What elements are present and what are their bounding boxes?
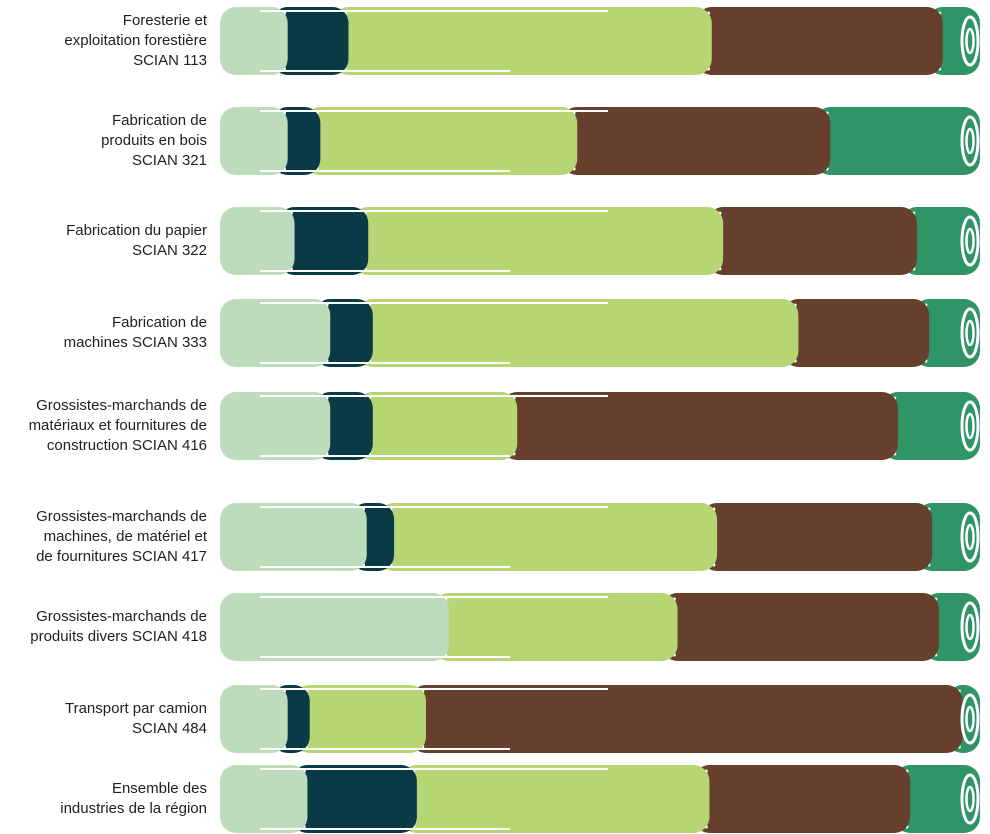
category-label: Transport par camion SCIAN 484 (0, 699, 207, 739)
end-ring-outer (960, 307, 980, 359)
bar-segment (220, 503, 367, 571)
category-label-line: produits en bois (101, 132, 207, 149)
category-label: Fabrication de machines SCIAN 333 (0, 313, 207, 353)
bar-segment (814, 107, 980, 175)
bar-segment (352, 207, 724, 275)
category-label-line: machines, de matériel et (43, 528, 207, 545)
bar-segment (291, 765, 417, 833)
end-ring-outer (960, 115, 980, 167)
bar-segment (894, 765, 980, 833)
end-ring-outer (960, 601, 980, 653)
bar-segment (695, 7, 943, 75)
bar-segment (278, 207, 369, 275)
category-label: Fabrication de produits en bois SCIAN 321 (0, 111, 207, 171)
category-label: Fabrication du papier SCIAN 322 (0, 221, 207, 261)
category-label-line: Grossistes-marchands de (36, 608, 207, 625)
bar-row (220, 503, 980, 571)
bar-segment (220, 207, 295, 275)
bar-row (220, 765, 980, 833)
bar-segment (220, 765, 308, 833)
category-label-line: SCIAN 322 (131, 242, 207, 259)
category-label-line: SCIAN 113 (133, 52, 207, 69)
category-label: Grossistes-marchands de matériaux et four… (0, 396, 207, 456)
bar-row (220, 207, 980, 275)
category-label: Ensemble des industries de la région (0, 779, 207, 819)
bar-row (220, 107, 980, 175)
bar-segment (561, 107, 831, 175)
bar-row (220, 392, 980, 460)
bar-segment (220, 299, 331, 367)
bar-segment (900, 207, 980, 275)
category-label-line: matériaux et fournitures de (28, 417, 207, 434)
bar-row (220, 7, 980, 75)
bar-segment (304, 107, 578, 175)
category-label-line: Fabrication de (111, 314, 207, 331)
end-ring-inner (965, 613, 975, 641)
bar-row (220, 299, 980, 367)
category-label-line: produits divers SCIAN 418 (30, 628, 207, 645)
category-label-line: Grossistes-marchands de (36, 508, 207, 525)
bar-segment (220, 685, 288, 753)
bar-row (220, 593, 980, 661)
end-ring-inner (965, 705, 975, 733)
end-ring-inner (965, 523, 975, 551)
bar-segment (400, 765, 710, 833)
bar-segment (332, 7, 712, 75)
bar-segment (661, 593, 939, 661)
category-label-line: construction SCIAN 416 (46, 437, 207, 454)
bar-segment (432, 593, 678, 661)
bar-segment (378, 503, 718, 571)
end-ring-inner (965, 227, 975, 255)
end-ring-outer (960, 215, 980, 267)
bar-segment (701, 503, 933, 571)
category-label-line: Ensemble des (111, 780, 207, 797)
bar-segment (782, 299, 930, 367)
category-label-line: industries de la région (60, 800, 207, 817)
bar-segment (271, 7, 349, 75)
end-ring-outer (960, 511, 980, 563)
end-ring-inner (965, 27, 975, 55)
bar-segment (220, 392, 331, 460)
bar-segment (501, 392, 898, 460)
category-label-line: Grossistes-marchands de (36, 397, 207, 414)
bar-segment (220, 7, 288, 75)
bar-row (220, 685, 980, 753)
category-label: Foresterie et exploitation forestière SCIA… (0, 11, 207, 71)
bar-segment (410, 685, 963, 753)
end-ring-inner (965, 412, 975, 440)
bar-segment (220, 107, 288, 175)
bar-segment (356, 299, 799, 367)
bar-segment (293, 685, 426, 753)
category-label-line: machines SCIAN 333 (63, 334, 207, 351)
category-label-line: exploitation forestière (64, 32, 207, 49)
category-label-line: Transport par camion (64, 700, 207, 717)
category-label-line: Fabrication de (111, 112, 207, 129)
category-label-line: SCIAN 484 (131, 720, 207, 737)
bar-segment (220, 593, 449, 661)
end-ring-inner (965, 319, 975, 347)
category-label: Grossistes-marchands de machines, de maté… (0, 507, 207, 567)
bar-segment (693, 765, 911, 833)
bar-segment (707, 207, 917, 275)
category-label-line: Fabrication du papier (66, 222, 207, 239)
end-ring-outer (960, 400, 980, 452)
end-ring-outer (960, 15, 980, 67)
bar-segment (356, 392, 518, 460)
end-ring-outer (960, 693, 980, 745)
category-label-line: de fournitures SCIAN 417 (36, 548, 207, 565)
category-label: Grossistes-marchands de produits divers S… (0, 607, 207, 647)
end-ring-outer (960, 773, 980, 825)
category-label-line: SCIAN 321 (131, 152, 207, 169)
end-ring-inner (965, 785, 975, 813)
category-label-line: Foresterie et (122, 12, 207, 29)
end-ring-inner (965, 127, 975, 155)
bar-segment (881, 392, 980, 460)
